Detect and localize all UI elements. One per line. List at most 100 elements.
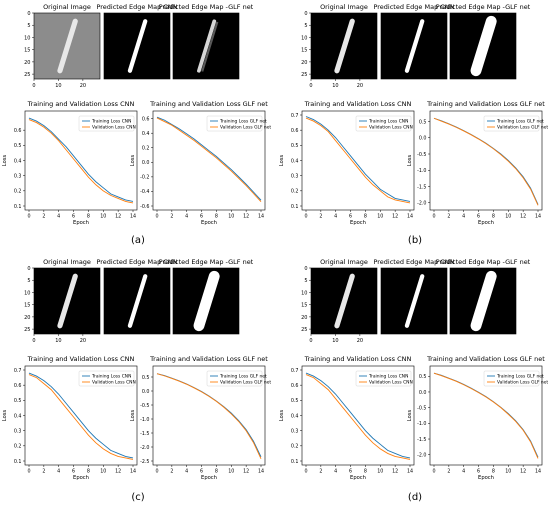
image-xtick-label-0-0-1: 10 — [55, 83, 61, 89]
chart-2-series-line-0 — [305, 116, 411, 202]
image-xtick-label-1-0-2: 20 — [357, 83, 363, 89]
chart-7-xtick-label-7: 14 — [535, 469, 541, 475]
chart-1-xtick-label-6: 12 — [243, 214, 249, 220]
chart-0-xtick-label-5: 10 — [100, 214, 106, 220]
image-ytick-label-1-0-1: 5 — [304, 23, 307, 29]
image-xtick-label-1-0-1: 10 — [332, 83, 338, 89]
image-ytick-label-1-0-3: 15 — [301, 48, 307, 54]
chart-3-series-line-1 — [433, 117, 539, 206]
chart-6-ytick-label-1: 0.2 — [291, 444, 299, 450]
chart-4-legend-label-0: Training Loss CNN — [91, 374, 131, 380]
image-ytick-label-2-0-5: 25 — [24, 327, 30, 333]
chart-3-legend-label-1: Validation Loss GLF net — [497, 125, 548, 131]
image-ytick-label-0-0-4: 20 — [24, 60, 30, 66]
chart-6-ytick-label-6: 0.7 — [291, 368, 299, 374]
chart-0-ytick-label-1: 0.2 — [14, 189, 22, 195]
image-ytick-label-1-0-4: 20 — [301, 60, 307, 66]
chart-4-legend-label-1: Validation Loss CNN — [92, 380, 136, 386]
panel-label-c: (c) — [131, 492, 144, 503]
chart-title-2: Training and Validation Loss CNN — [304, 100, 412, 108]
chart-3-ytick-label-5: 0.5 — [419, 119, 427, 125]
chart-5-legend — [206, 370, 263, 387]
chart-1-xlabel: Epoch — [201, 220, 217, 226]
chart-1-ytick-label-2: -0.2 — [140, 175, 149, 181]
chart-0-series-line-1 — [28, 119, 134, 204]
chart-1-ytick-label-0: -0.6 — [140, 204, 149, 210]
image-ytick-label-0-0-1: 5 — [27, 23, 30, 29]
chart-2-ytick-label-3: 0.4 — [291, 158, 299, 164]
chart-5-ytick-label-4: -0.5 — [140, 403, 149, 409]
image-xtick-label-1-0-0: 0 — [309, 83, 312, 89]
digit-stroke-0-0 — [57, 18, 78, 74]
chart-2-ytick-label-2: 0.3 — [291, 173, 299, 179]
chart-7-xtick-label-5: 10 — [505, 469, 511, 475]
chart-0-xtick-label-3: 6 — [72, 214, 75, 220]
chart-6-xtick-label-2: 4 — [334, 469, 337, 475]
chart-title-3: Training and Validation Loss GLF net — [426, 100, 545, 108]
chart-7-series-line-1 — [433, 372, 539, 459]
image-title-3-2: Predicted Edge Map -GLF net — [436, 258, 531, 266]
chart-7-xtick-label-3: 6 — [477, 469, 480, 475]
chart-6-legend-label-0: Training Loss CNN — [368, 374, 408, 380]
chart-3-xtick-label-5: 10 — [505, 214, 511, 220]
chart-1-legend — [206, 115, 263, 132]
chart-0-xlabel: Epoch — [73, 220, 89, 226]
image-ytick-label-2-0-2: 10 — [24, 290, 30, 296]
chart-6-ytick-label-5: 0.6 — [291, 383, 299, 389]
chart-0-ytick-label-5: 0.6 — [14, 128, 22, 134]
image-xtick-label-3-0-0: 0 — [309, 338, 312, 344]
chart-title-1: Training and Validation Loss GLF net — [149, 100, 268, 108]
chart-title-6: Training and Validation Loss CNN — [304, 355, 412, 363]
chart-2-ytick-label-6: 0.7 — [291, 113, 299, 119]
chart-7-ytick-label-1: -1.5 — [417, 437, 426, 443]
chart-5-xtick-label-2: 4 — [185, 469, 188, 475]
image-title-3-1: Predicted Edge Map CNN — [373, 258, 454, 266]
chart-2-legend-label-0: Training Loss CNN — [368, 119, 408, 125]
digit-stroke-1-0 — [334, 18, 355, 74]
chart-0-xtick-label-6: 12 — [115, 214, 121, 220]
chart-7-xtick-label-4: 8 — [492, 469, 495, 475]
image-ytick-label-3-0-3: 15 — [301, 303, 307, 309]
chart-2-xtick-label-4: 8 — [364, 214, 367, 220]
chart-1-xtick-label-2: 4 — [185, 214, 188, 220]
chart-4-series-line-1 — [28, 374, 134, 460]
chart-0-xtick-label-4: 8 — [87, 214, 90, 220]
image-ytick-label-0-0-2: 10 — [24, 35, 30, 41]
chart-7-xtick-label-1: 2 — [447, 469, 450, 475]
chart-5-series-line-1 — [156, 373, 262, 459]
chart-5-xtick-label-3: 6 — [200, 469, 203, 475]
image-ytick-label-3-0-2: 10 — [301, 290, 307, 296]
chart-5-xtick-label-7: 14 — [258, 469, 264, 475]
chart-5-xtick-label-0: 0 — [155, 469, 158, 475]
image-title-2-2: Predicted Edge Map -GLF net — [159, 258, 254, 266]
chart-4-ytick-label-0: 0.1 — [14, 459, 22, 465]
chart-6-xtick-label-4: 8 — [364, 469, 367, 475]
chart-4-xtick-label-0: 0 — [27, 469, 30, 475]
image-xtick-label-3-0-2: 20 — [357, 338, 363, 344]
chart-6-series-line-0 — [305, 372, 411, 459]
chart-4-legend — [78, 370, 135, 387]
image-ytick-label-3-0-4: 20 — [301, 315, 307, 321]
chart-4-ytick-label-4: 0.5 — [14, 398, 22, 404]
chart-2-xtick-label-0: 0 — [304, 214, 307, 220]
chart-4-ytick-label-2: 0.3 — [14, 428, 22, 434]
chart-6-ytick-label-4: 0.5 — [291, 398, 299, 404]
chart-0-ylabel: Loss — [2, 155, 8, 167]
chart-0-xtick-label-0: 0 — [27, 214, 30, 220]
chart-4-ytick-label-6: 0.7 — [14, 368, 22, 374]
chart-5-legend-label-0: Training Loss GLF net — [219, 374, 267, 380]
chart-7-ylabel: Loss — [407, 410, 413, 422]
chart-6-xtick-label-5: 10 — [377, 469, 383, 475]
chart-5-ytick-label-0: -2.5 — [140, 459, 149, 465]
chart-4-xtick-label-3: 6 — [72, 469, 75, 475]
chart-3-xtick-label-7: 14 — [535, 214, 541, 220]
chart-2-xtick-label-1: 2 — [319, 214, 322, 220]
chart-1-series-line-1 — [156, 117, 262, 202]
image-ytick-label-0-0-5: 25 — [24, 72, 30, 78]
chart-4-ytick-label-1: 0.2 — [14, 444, 22, 450]
chart-1-xtick-label-5: 10 — [228, 214, 234, 220]
chart-3-ytick-label-0: -2.0 — [417, 201, 426, 207]
image-ytick-label-2-0-1: 5 — [27, 278, 30, 284]
